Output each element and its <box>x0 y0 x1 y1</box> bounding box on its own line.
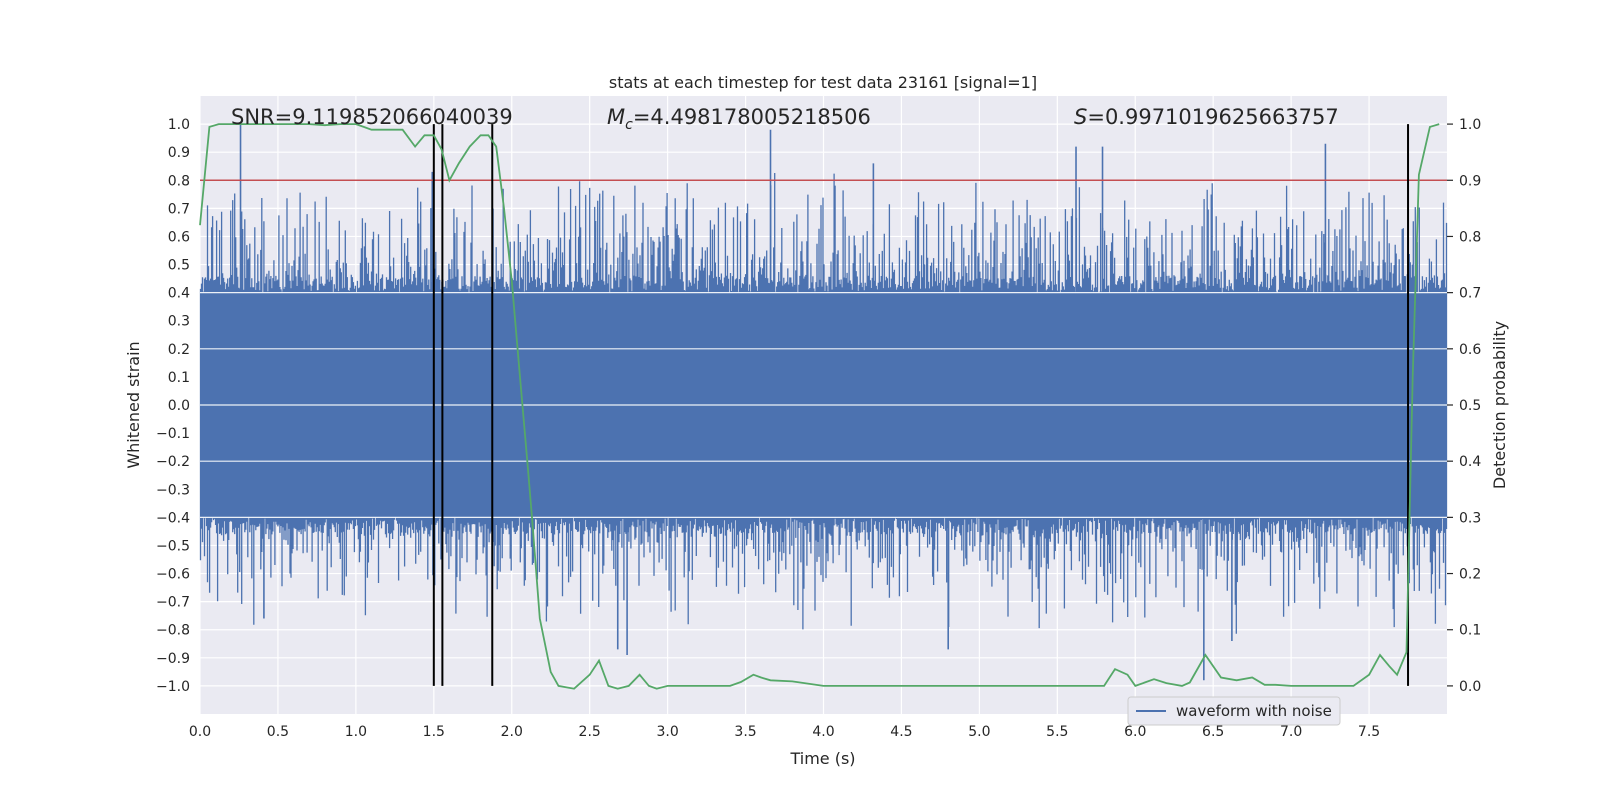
y-tick-label: −1.0 <box>156 679 190 695</box>
x-tick-label: 2.5 <box>579 724 601 740</box>
mc-symbol: M <box>607 105 625 129</box>
s-symbol: S <box>1074 105 1087 129</box>
x-tick-label: 6.5 <box>1202 724 1224 740</box>
y-tick-label: 0.8 <box>168 173 190 189</box>
x-axis-ticks: 0.0 0.5 1.0 1.5 2.0 2.5 3.0 3.5 4.0 4.5 5.0 5.5 6.0 6… <box>189 724 1380 740</box>
y-tick-label: 0.2 <box>168 342 190 358</box>
waveform-series <box>199 124 1448 681</box>
y-axis-ticks: −1.0 −0.9 −0.8 −0.7 −0.6 −0.5 −0.4 −0.3 −0.2 −0.1… <box>156 117 190 695</box>
legend-box <box>1127 696 1341 726</box>
y-tick-label: 0.1 <box>168 370 190 386</box>
mc-value: =4.498178005218506 <box>633 105 871 129</box>
chirp-mass-annotation: Mc=4.498178005218506 <box>607 105 871 133</box>
y2-tick-label: 0.5 <box>1459 398 1481 414</box>
y2-tick-label: 0.3 <box>1459 510 1481 526</box>
y-tick-label: 0.5 <box>168 258 190 274</box>
y-tick-label: −0.6 <box>156 567 190 583</box>
y-tick-label: −0.9 <box>156 651 190 667</box>
y-tick-label: 1.0 <box>168 117 190 133</box>
y2-tick-label: 1.0 <box>1459 117 1481 133</box>
x-tick-label: 0.0 <box>189 724 211 740</box>
y-axis-label: Whitened strain <box>124 341 143 468</box>
y-tick-label: 0.6 <box>168 229 190 245</box>
x-tick-label: 1.5 <box>423 724 445 740</box>
y2-axis-label: Detection probability <box>1490 321 1509 489</box>
x-tick-label: 6.0 <box>1124 724 1146 740</box>
y2-tick-label: 0.6 <box>1459 342 1481 358</box>
x-tick-label: 5.0 <box>968 724 990 740</box>
x-tick-label: 3.5 <box>734 724 756 740</box>
y2-tick-label: 0.8 <box>1459 229 1481 245</box>
y2-tick-label: 0.0 <box>1459 679 1481 695</box>
x-tick-label: 1.0 <box>345 724 367 740</box>
y-tick-label: −0.3 <box>156 482 190 498</box>
x-tick-label: 4.0 <box>812 724 834 740</box>
y-tick-label: 0.9 <box>168 145 190 161</box>
x-tick-label: 2.0 <box>501 724 523 740</box>
y2-tick-label: 0.2 <box>1459 567 1481 583</box>
y-tick-label: 0.0 <box>168 398 190 414</box>
s-value: =0.9971019625663757 <box>1087 105 1338 129</box>
y-tick-label: 0.3 <box>168 314 190 330</box>
x-tick-label: 5.5 <box>1046 724 1068 740</box>
y-tick-label: −0.5 <box>156 538 190 554</box>
y-tick-label: −0.7 <box>156 595 190 611</box>
snr-annotation: SNR=9.119852066040039 <box>231 105 513 129</box>
y-tick-label: −0.2 <box>156 454 190 470</box>
y2-tick-label: 0.4 <box>1459 454 1481 470</box>
y2-tick-label: 0.9 <box>1459 173 1481 189</box>
x-tick-label: 0.5 <box>267 724 289 740</box>
y2-tick-label: 0.1 <box>1459 623 1481 639</box>
legend: waveform with noise <box>1127 696 1341 726</box>
y-tick-label: −0.1 <box>156 426 190 442</box>
y-tick-label: −0.4 <box>156 510 190 526</box>
s-annotation: S=0.9971019625663757 <box>1074 105 1339 129</box>
x-tick-label: 4.5 <box>890 724 912 740</box>
detection-probability-series <box>199 123 1440 690</box>
x-axis-label: Time (s) <box>789 749 855 768</box>
x-tick-label: 3.0 <box>656 724 678 740</box>
x-tick-label: 7.0 <box>1280 724 1302 740</box>
y-tick-label: 0.7 <box>168 201 190 217</box>
y2-axis-ticks: 0.0 0.1 0.2 0.3 0.4 0.5 0.6 0.7 0.8 0.9 1.0 <box>1447 117 1481 695</box>
y-tick-label: −0.8 <box>156 623 190 639</box>
detection-probability-line <box>199 123 1440 690</box>
legend-label: waveform with noise <box>1176 702 1332 720</box>
mc-subscript: c <box>625 117 633 133</box>
x-tick-label: 7.5 <box>1358 724 1380 740</box>
y2-tick-label: 0.7 <box>1459 286 1481 302</box>
y-tick-label: 0.4 <box>168 286 190 302</box>
chart-title: stats at each timestep for test data 231… <box>609 73 1037 92</box>
